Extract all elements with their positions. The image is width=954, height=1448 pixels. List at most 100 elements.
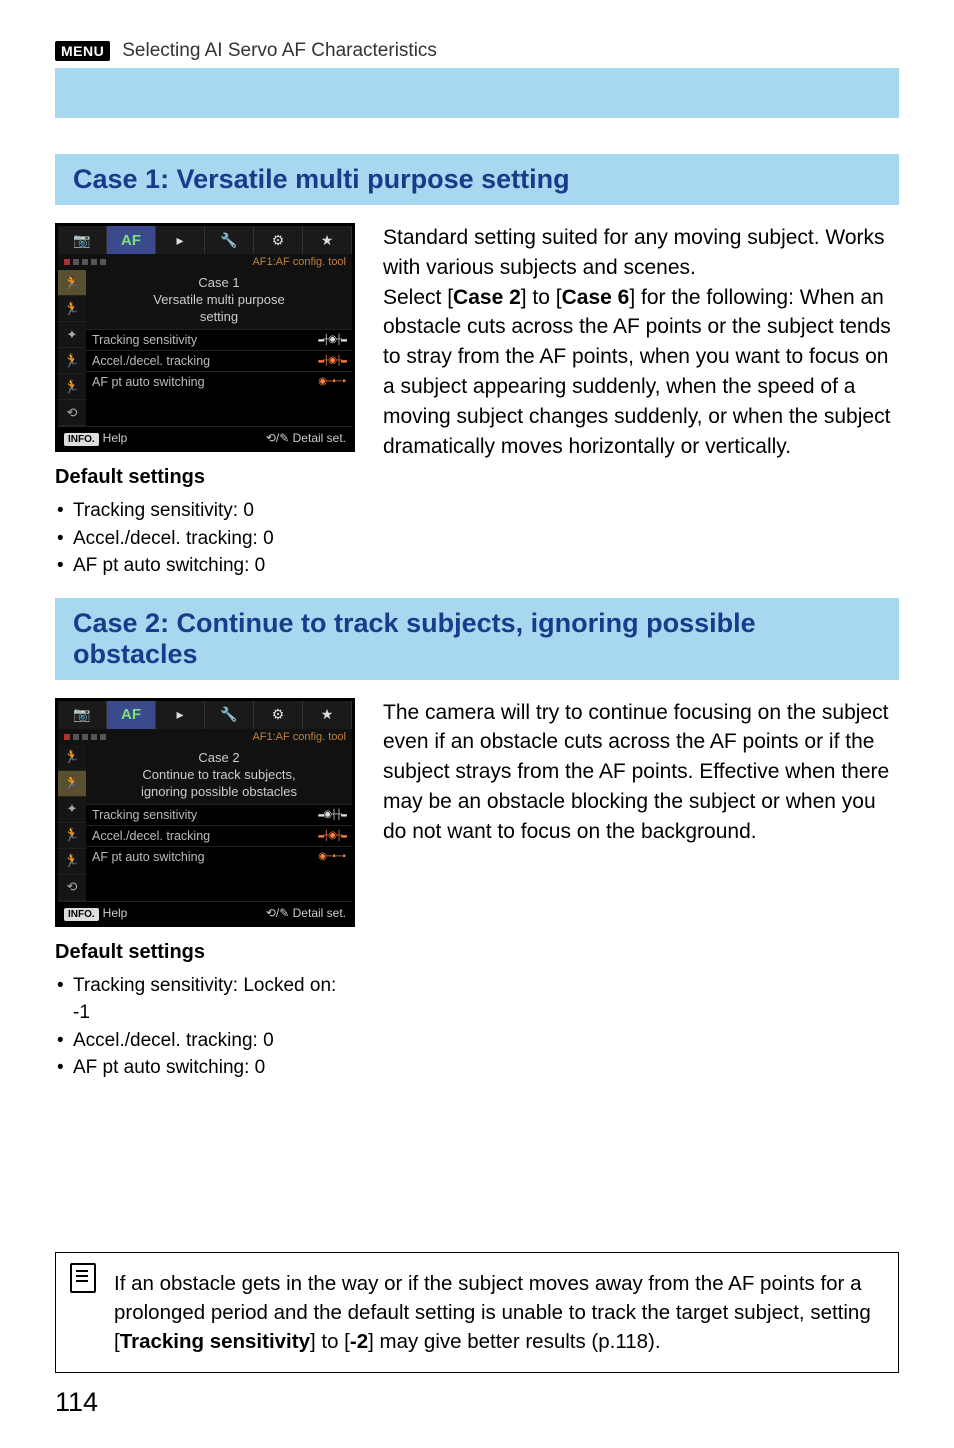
tab-tool[interactable]: 🔧: [205, 226, 254, 254]
case2-block: 📷 AF ▸ 🔧 ⚙ ★ AF1:AF config. tool: [55, 698, 899, 1082]
cam-subbar: AF1:AF config. tool: [58, 729, 352, 745]
side-ic-1[interactable]: 🏃: [58, 270, 86, 296]
cam-title-rows: Case 2 Continue to track subjects, ignor…: [86, 745, 352, 804]
tab-shoot[interactable]: 📷: [58, 226, 107, 254]
detail-button[interactable]: ⟲/✎ Detail set.: [266, 906, 346, 920]
dot: [91, 259, 97, 265]
side-ic-2[interactable]: 🏃: [58, 296, 86, 322]
cam-footer: INFO. Help ⟲/✎ Detail set.: [58, 426, 352, 449]
menu-badge: MENU: [55, 41, 110, 61]
tab-af[interactable]: AF: [107, 701, 156, 729]
tab-star[interactable]: ★: [303, 701, 352, 729]
tab-play[interactable]: ▸: [156, 226, 205, 254]
side-ic-4[interactable]: 🏃: [58, 823, 86, 849]
side-ic-3[interactable]: ✦: [58, 797, 86, 823]
case1-p1: Standard setting suited for any moving s…: [383, 223, 899, 283]
help-label: Help: [103, 431, 128, 445]
side-ic-4[interactable]: 🏃: [58, 348, 86, 374]
star-icon: ★: [321, 706, 334, 723]
camera-icon: 📷: [73, 232, 90, 249]
help-button[interactable]: INFO. Help: [64, 431, 127, 445]
detail-button[interactable]: ⟲/✎ Detail set.: [266, 431, 346, 445]
page-dots: [64, 734, 106, 740]
case-label: Case 2: [86, 749, 352, 766]
row-tracking[interactable]: Tracking sensitivity ▬◉┼┼▬: [86, 804, 352, 825]
tab-gear[interactable]: ⚙: [254, 226, 303, 254]
side-ic-6[interactable]: ⟲: [58, 875, 86, 901]
sub-label: AF1:AF config. tool: [252, 256, 346, 268]
row-accel[interactable]: Accel./decel. tracking ▬┼◉┼▬: [86, 825, 352, 846]
txt: Select [: [383, 286, 453, 309]
default-item: Tracking sensitivity: Locked on: -1: [55, 972, 355, 1027]
af-icon: AF: [121, 232, 141, 249]
txt: ] for the following: When an obstacle cu…: [383, 286, 891, 458]
cam-tabs: 📷 AF ▸ 🔧 ⚙ ★: [58, 226, 352, 254]
row-label: Accel./decel. tracking: [92, 354, 210, 368]
star-icon: ★: [321, 232, 334, 249]
tab-tool[interactable]: 🔧: [205, 701, 254, 729]
page-header: MENU Selecting AI Servo AF Characteristi…: [55, 40, 899, 62]
dot: [64, 734, 70, 740]
dot: [73, 734, 79, 740]
detail-label: Detail set.: [293, 906, 346, 920]
header-divider: [55, 68, 899, 118]
default-item: Tracking sensitivity: 0: [55, 497, 355, 525]
tab-play[interactable]: ▸: [156, 701, 205, 729]
row-tracking[interactable]: Tracking sensitivity ▬┼◉┼▬: [86, 329, 352, 350]
case1-title: Case 1: Versatile multi purpose setting: [55, 154, 899, 205]
page-dots: [64, 259, 106, 265]
help-label: Help: [103, 906, 128, 920]
row-afpt[interactable]: AF pt auto switching ◉─▪─▪: [86, 371, 352, 392]
camera-menu-case1: 📷 AF ▸ 🔧 ⚙ ★ AF1:AF config. tool: [55, 223, 355, 452]
case-desc2: ignoring possible obstacles: [86, 783, 352, 800]
note-box: If an obstacle gets in the way or if the…: [55, 1252, 899, 1373]
case-desc1: Versatile multi purpose: [86, 291, 352, 308]
side-ic-2[interactable]: 🏃: [58, 771, 86, 797]
case-label: Case 1: [86, 274, 352, 291]
camera-icon: 📷: [73, 706, 90, 723]
dot: [73, 259, 79, 265]
side-ic-6[interactable]: ⟲: [58, 400, 86, 426]
side-ic-5[interactable]: 🏃: [58, 849, 86, 875]
help-button[interactable]: INFO. Help: [64, 906, 127, 920]
case2-text: The camera will try to continue focusing…: [383, 698, 899, 847]
row-accel[interactable]: Accel./decel. tracking ▬┼◉┼▬: [86, 350, 352, 371]
case1-p2: Select [Case 2] to [Case 6] for the foll…: [383, 283, 899, 462]
dot: [100, 259, 106, 265]
gear-icon: ⚙: [272, 232, 285, 249]
row-afpt[interactable]: AF pt auto switching ◉─▪─▪: [86, 846, 352, 867]
cam-main: Case 2 Continue to track subjects, ignor…: [86, 745, 352, 901]
case1-left: 📷 AF ▸ 🔧 ⚙ ★ AF1:AF config. tool: [55, 223, 355, 580]
defaults-heading: Default settings: [55, 466, 355, 489]
detail-label: Detail set.: [293, 431, 346, 445]
tab-af[interactable]: AF: [107, 226, 156, 254]
tab-gear[interactable]: ⚙: [254, 701, 303, 729]
row-label: AF pt auto switching: [92, 375, 205, 389]
case-desc2: setting: [86, 308, 352, 325]
tab-shoot[interactable]: 📷: [58, 701, 107, 729]
cam-title-rows: Case 1 Versatile multi purpose setting: [86, 270, 352, 329]
side-ic-3[interactable]: ✦: [58, 322, 86, 348]
tab-star[interactable]: ★: [303, 226, 352, 254]
dot: [64, 259, 70, 265]
cam-footer: INFO. Help ⟲/✎ Detail set.: [58, 901, 352, 924]
dial-icon: ▬┼◉┼▬: [318, 830, 346, 842]
af-icon: AF: [121, 706, 141, 723]
dial-icon: ▬◉┼┼▬: [318, 809, 346, 821]
cam-body: 🏃 🏃 ✦ 🏃 🏃 ⟲ Case 1 Versatile multi purpo…: [58, 270, 352, 426]
cam-side-icons: 🏃 🏃 ✦ 🏃 🏃 ⟲: [58, 745, 86, 901]
dial-icon: ◉─▪─▪: [318, 851, 346, 863]
note-bold2: -2: [350, 1330, 368, 1353]
note-bold1: Tracking sensitivity: [120, 1330, 310, 1353]
side-ic-5[interactable]: 🏃: [58, 374, 86, 400]
note-icon: [70, 1263, 96, 1293]
row-label: AF pt auto switching: [92, 850, 205, 864]
info-badge: INFO.: [64, 908, 99, 921]
side-ic-1[interactable]: 🏃: [58, 745, 86, 771]
play-icon: ▸: [176, 706, 183, 723]
info-badge: INFO.: [64, 433, 99, 446]
defaults-heading: Default settings: [55, 941, 355, 964]
dial-icon: ▬┼◉┼▬: [318, 334, 346, 346]
case2-title: Case 2: Continue to track subjects, igno…: [55, 598, 899, 680]
tool-icon: 🔧: [220, 232, 237, 249]
